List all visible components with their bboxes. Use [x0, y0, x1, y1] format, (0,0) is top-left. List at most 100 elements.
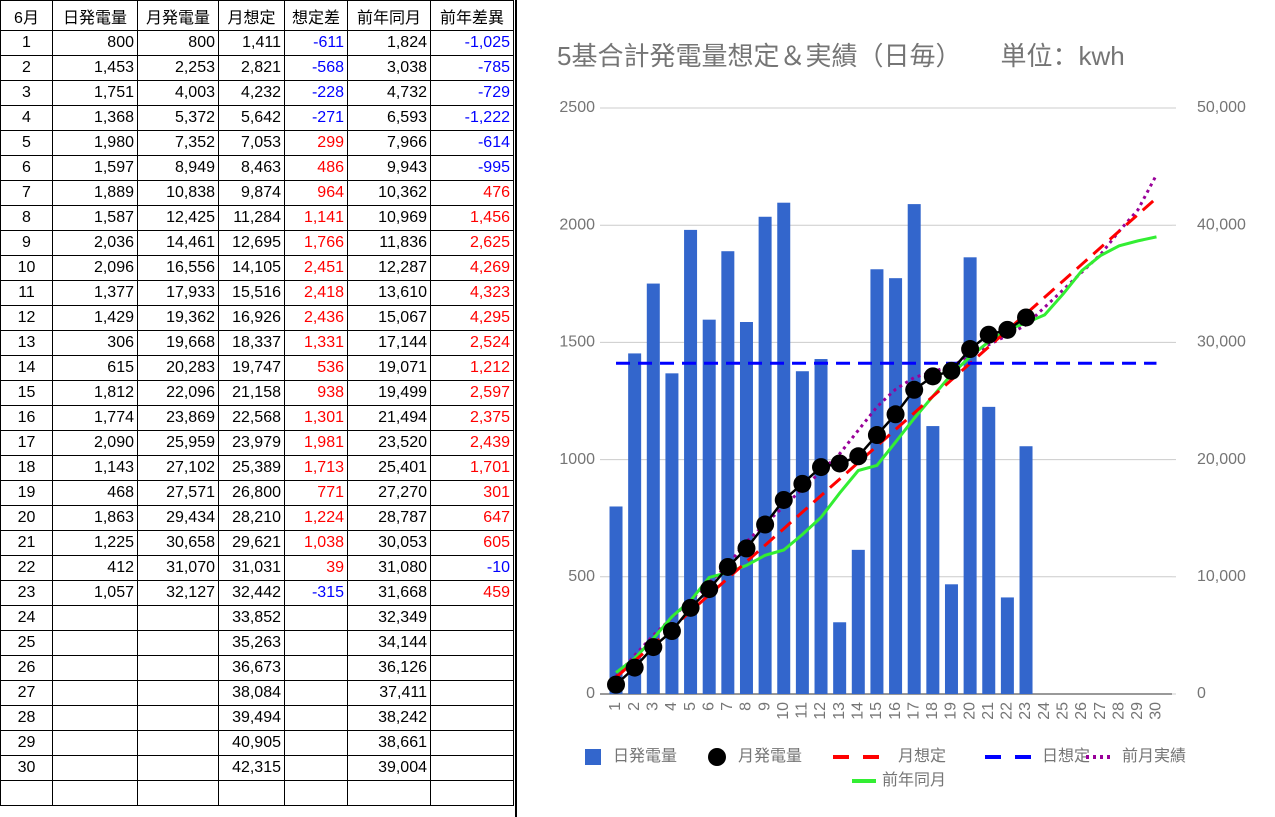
table-cell: [284, 630, 348, 656]
table-cell: 16,556: [137, 255, 219, 281]
table-row: 23 1,057 32,127 32,442 -315 31,668 459: [0, 580, 514, 606]
table-cell: 28: [0, 705, 53, 731]
table-row: 22 412 31,070 31,031 39 31,080 -10: [0, 555, 514, 581]
table-cell: 8: [0, 205, 53, 231]
marker: [867, 426, 886, 445]
table-cell: [430, 755, 514, 781]
table-cell: 19: [0, 480, 53, 506]
table-cell: 1,141: [284, 205, 348, 231]
table-cell: 1,812: [52, 380, 138, 406]
marker: [923, 367, 942, 386]
table-cell: 1,038: [284, 530, 348, 556]
table-cell: 39,004: [347, 755, 431, 781]
header-cell: 前年同月: [347, 0, 431, 31]
table-cell: 4: [0, 105, 53, 131]
table-cell: 4,232: [218, 80, 285, 106]
table-cell: 2,451: [284, 255, 348, 281]
table-cell: 2,375: [430, 405, 514, 431]
table-row: 21 1,225 30,658 29,621 1,038 30,053 605: [0, 530, 514, 556]
x-tick-label: 15: [868, 702, 885, 720]
table-row: 12 1,429 19,362 16,926 2,436 15,067 4,295: [0, 305, 514, 331]
table-cell: 19,362: [137, 305, 219, 331]
table-cell: 1,429: [52, 305, 138, 331]
table-cell: 12: [0, 305, 53, 331]
table-cell: [52, 605, 138, 631]
header-row: 6月 日発電量 月発電量 月想定 想定差 前年同月 前年差異: [0, 0, 514, 31]
bar: [889, 278, 903, 694]
x-tick-label: 24: [1036, 702, 1053, 720]
table-row: 30 42,315 39,004: [0, 755, 514, 781]
table-row: 19 468 27,571 26,800 771 27,270 301: [0, 480, 514, 506]
table-cell: 2,597: [430, 380, 514, 406]
legend-swatch: [708, 748, 726, 766]
table-cell: [137, 780, 219, 806]
table-cell: 5,642: [218, 105, 285, 131]
table-cell: 36,126: [347, 655, 431, 681]
marker: [905, 380, 924, 399]
table-cell: [284, 730, 348, 756]
bar: [926, 426, 940, 694]
table-cell: 8,463: [218, 155, 285, 181]
table-cell: 7,053: [218, 130, 285, 156]
bar: [609, 506, 623, 694]
table-cell: [284, 680, 348, 706]
table-cell: 38,242: [347, 705, 431, 731]
table-row: 16 1,774 23,869 22,568 1,301 21,494 2,375: [0, 405, 514, 431]
table-cell: 32,442: [218, 580, 285, 606]
table-cell: 31,080: [347, 555, 431, 581]
marker: [774, 490, 793, 509]
table-cell: 11,284: [218, 205, 285, 231]
bar: [777, 202, 791, 694]
table-cell: 2,253: [137, 55, 219, 81]
table-cell: 27,102: [137, 455, 219, 481]
table-cell: 459: [430, 580, 514, 606]
table-cell: 1,766: [284, 230, 348, 256]
bar: [851, 549, 865, 694]
table-cell: 26,800: [218, 480, 285, 506]
table-cell: 14,105: [218, 255, 285, 281]
legend-label: 月発電量: [738, 747, 802, 765]
table-cell: [52, 705, 138, 731]
table-cell: 771: [284, 480, 348, 506]
header-cell: 日発電量: [52, 0, 138, 31]
legend-label: 月想定: [898, 747, 946, 765]
table-row: 14 615 20,283 19,747 536 19,071 1,212: [0, 355, 514, 381]
x-tick-label: 20: [961, 702, 978, 720]
table-cell: 29,621: [218, 530, 285, 556]
table-cell: 22: [0, 555, 53, 581]
table-cell: 31,668: [347, 580, 431, 606]
table-cell: 1,377: [52, 280, 138, 306]
table-cell: 1,713: [284, 455, 348, 481]
table-cell: [430, 730, 514, 756]
table-cell: 23: [0, 580, 53, 606]
table-cell: 1,456: [430, 205, 514, 231]
table-cell: 3: [0, 80, 53, 106]
table-cell: 2,418: [284, 280, 348, 306]
table-cell: 21,158: [218, 380, 285, 406]
table-cell: 10,362: [347, 180, 431, 206]
x-tick-label: 4: [663, 702, 680, 711]
table-cell: 20: [0, 505, 53, 531]
x-tick-label: 2: [626, 702, 643, 711]
table-cell: 938: [284, 380, 348, 406]
table-cell: 4,295: [430, 305, 514, 331]
table-cell: 6: [0, 155, 53, 181]
table-cell: [284, 705, 348, 731]
table-row: 10 2,096 16,556 14,105 2,451 12,287 4,269: [0, 255, 514, 281]
table-row: 29 40,905 38,661: [0, 730, 514, 756]
y-tick-label: 500: [568, 568, 595, 585]
marker: [793, 474, 812, 493]
bar: [907, 204, 921, 694]
table-cell: 26: [0, 655, 53, 681]
table-cell: [137, 655, 219, 681]
table-cell: 31,070: [137, 555, 219, 581]
table-cell: 15,516: [218, 280, 285, 306]
legend-label: 日発電量: [613, 747, 677, 765]
header-cell: 前年差異: [430, 0, 514, 31]
table-cell: 23,520: [347, 430, 431, 456]
table-row: 7 1,889 10,838 9,874 964 10,362 476: [0, 180, 514, 206]
x-tick-label: 8: [738, 702, 755, 711]
table-row: 18 1,143 27,102 25,389 1,713 25,401 1,701: [0, 455, 514, 481]
table-cell: 1,368: [52, 105, 138, 131]
